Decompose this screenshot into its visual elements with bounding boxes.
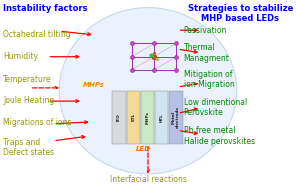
Bar [155,91,168,144]
Text: Passivation: Passivation [184,26,227,35]
Text: Migrations of ions: Migrations of ions [3,118,71,127]
Text: Instability factors: Instability factors [3,4,87,13]
Text: Low dimentional
Perovskite: Low dimentional Perovskite [184,98,247,117]
Text: Humidity: Humidity [3,52,38,61]
Bar [141,91,154,144]
Text: Thermal
Managment: Thermal Managment [184,43,229,63]
Text: ITO: ITO [117,113,121,121]
Text: Interfacial reactions: Interfacial reactions [110,175,186,184]
Text: Joule Heating: Joule Heating [3,96,54,105]
Text: Mitigation of
ion Migration: Mitigation of ion Migration [184,70,234,89]
Bar [169,91,183,144]
Text: MHPs: MHPs [83,82,105,88]
Text: MHPs: MHPs [145,111,149,124]
Bar [112,91,126,144]
Text: Traps and
Defect states: Traps and Defect states [3,138,54,157]
Text: ETL: ETL [131,113,135,121]
Text: Metal
electrode: Metal electrode [172,106,180,128]
Ellipse shape [59,8,237,174]
Bar [127,91,140,144]
Text: HTL: HTL [160,113,164,122]
Text: Strategies to stabilize
MHP based LEDs: Strategies to stabilize MHP based LEDs [188,4,293,23]
Text: LED: LED [136,146,151,152]
Text: Octahedral tilting: Octahedral tilting [3,29,70,39]
Text: Pb free metal
Halide perovskites: Pb free metal Halide perovskites [184,126,255,146]
Text: Temperature: Temperature [3,75,52,84]
